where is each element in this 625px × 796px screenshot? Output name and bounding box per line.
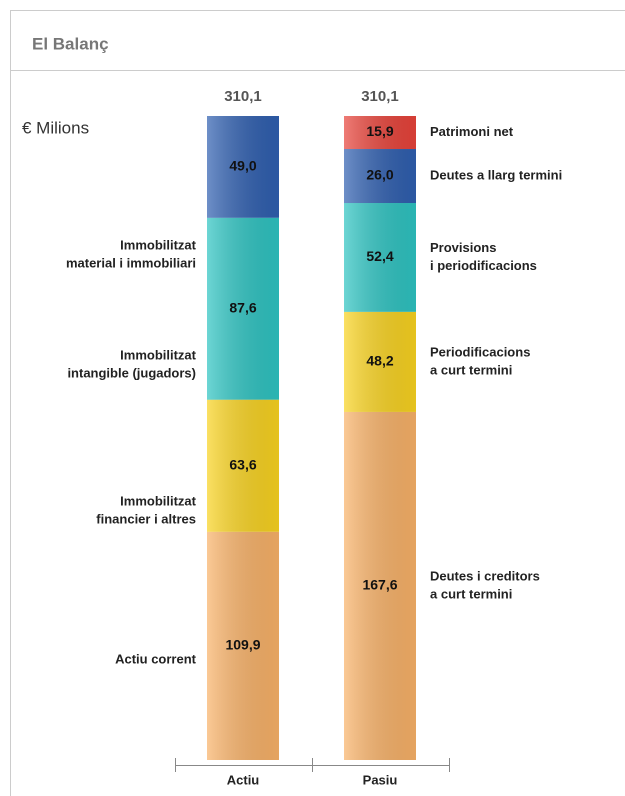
segment-label: a curt termini [430, 586, 512, 601]
segment-label: Deutes i creditors [430, 568, 540, 583]
value-label: 167,6 [362, 577, 397, 593]
value-label: 63,6 [229, 456, 256, 472]
total-label: 310,1 [361, 88, 399, 105]
x-tick-label: Actiu [227, 772, 260, 787]
segment-label: Provisions [430, 240, 496, 255]
value-label: 109,9 [225, 637, 260, 653]
segment-label: a curt termini [430, 362, 512, 377]
value-label: 49,0 [229, 158, 256, 174]
bar-shade [344, 116, 416, 150]
unit-label: € Milions [22, 118, 89, 137]
value-label: 26,0 [366, 167, 393, 183]
value-label: 87,6 [229, 299, 256, 315]
bar-shade [344, 311, 416, 412]
bar-shade [207, 217, 279, 400]
bar-shade [344, 203, 416, 312]
annotation: Actiu corrent [115, 651, 197, 666]
bar-shade [207, 116, 279, 218]
value-label: 15,9 [366, 123, 393, 139]
annotation: financier i altres [96, 511, 196, 526]
annotation: intangible (jugadors) [67, 365, 196, 380]
annotation: Immobilitzat [120, 347, 197, 362]
frame [10, 10, 625, 796]
annotation: Immobilitzat [120, 237, 197, 252]
value-label: 52,4 [366, 248, 393, 264]
x-tick-label: Pasiu [363, 772, 398, 787]
segment-label: Patrimoni net [430, 124, 514, 139]
value-label: 48,2 [366, 353, 393, 369]
segment-label: i periodificacions [430, 258, 537, 273]
bar-shade [344, 411, 416, 760]
bar-shade [207, 399, 279, 532]
bar-shade [344, 149, 416, 204]
bar-shade [207, 531, 279, 760]
chart-title: El Balanç [32, 34, 109, 53]
segment-label: Deutes a llarg termini [430, 167, 562, 182]
annotation: Immobilitzat [120, 493, 197, 508]
total-label: 310,1 [224, 88, 262, 105]
segment-label: Periodificacions [430, 344, 530, 359]
annotation: material i immobiliari [66, 255, 196, 270]
